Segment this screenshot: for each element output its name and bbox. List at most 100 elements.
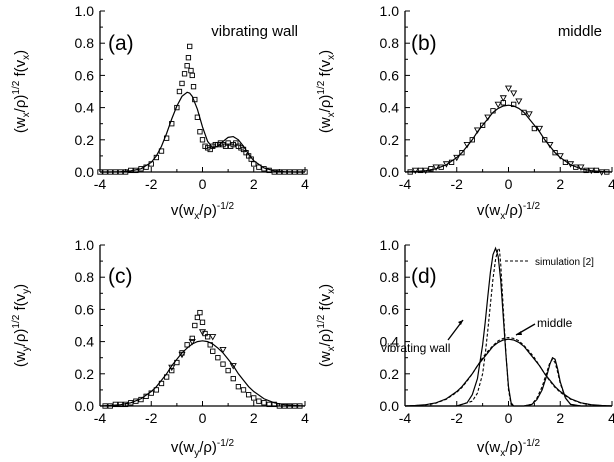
arrow-head (458, 320, 463, 325)
data-point-square (276, 169, 283, 175)
annotation-vibrating-wall: vibrating wall (381, 341, 450, 355)
data-point-square (297, 403, 303, 409)
data-point-square (102, 403, 108, 409)
data-point-square (148, 161, 154, 167)
data-point-square (276, 403, 283, 409)
x-tick-label: 2 (250, 410, 258, 426)
data-point-square (174, 104, 180, 111)
data-point-square (138, 396, 144, 403)
x-tick-label: 0 (505, 410, 513, 426)
data-point-square (153, 154, 160, 161)
data-point-square (438, 164, 444, 170)
y-tick-label: 0.8 (75, 35, 95, 51)
data-point-square (179, 80, 185, 87)
data-point-triangle (442, 161, 450, 168)
y-axis-title: (wy/ρ)1/2 f(vy) (11, 284, 32, 367)
data-point-triangle (515, 98, 523, 105)
x-tick-label: -2 (451, 176, 464, 192)
data-point-square (417, 167, 424, 174)
data-point-square (184, 63, 190, 69)
data-point-square (189, 335, 195, 342)
y-tick-label: 1.0 (75, 3, 95, 19)
data-point-square (133, 398, 139, 404)
data-point-triangle (525, 111, 533, 118)
y-tick-label: 0.0 (75, 398, 95, 414)
arrow-head (516, 331, 522, 335)
data-point-square (240, 387, 247, 393)
data-point-square (197, 309, 203, 316)
y-tick-label: 1.0 (380, 3, 400, 19)
data-point-square (169, 367, 175, 374)
data-point-triangle (546, 141, 554, 149)
x-tick-label: 0 (505, 176, 513, 192)
data-point-square (169, 121, 175, 127)
data-point-square (97, 169, 103, 175)
y-axis-title: (wx/ρ)1/2 f(vx) (316, 284, 337, 367)
data-point-triangle (499, 95, 507, 102)
data-point-square (583, 167, 589, 174)
x-tick-label: -2 (145, 410, 158, 426)
x-axis-title: v(wx/ρ)-1/2 (171, 201, 235, 222)
data-point-triangle (168, 364, 176, 372)
data-point-triangle (453, 154, 461, 162)
data-point-square (138, 166, 144, 172)
y-tick-label: 0.0 (380, 164, 400, 180)
data-point-square (176, 88, 183, 95)
panel-c: -4 -2 0 2 4 0.0 0.2 0.4 0.6 0.8 1.0 (wy/ρ)1/2 f(vy)… (11, 237, 309, 459)
data-point-triangle (209, 334, 217, 341)
data-point-square (128, 400, 134, 406)
data-point-square (143, 164, 149, 170)
data-point-square (199, 319, 206, 325)
data-point-square (256, 164, 262, 170)
simulation-curve (405, 246, 612, 407)
annotation-middle: middle (537, 316, 573, 330)
y-tick-label: 0.6 (380, 67, 400, 83)
fit-curve (99, 340, 306, 407)
data-point-square (187, 43, 193, 50)
data-point-triangle (219, 347, 227, 354)
x-axis-title: v(wx/ρ)-1/2 (477, 201, 541, 222)
x-tick-label: -4 (94, 410, 107, 426)
x-tick-label: 2 (556, 176, 564, 192)
x-tick-label: 0 (199, 410, 207, 426)
y-tick-label: 0.2 (75, 132, 95, 148)
data-point-triangle (484, 114, 492, 121)
data-point-square (112, 401, 119, 408)
x-tick-label: 4 (301, 176, 309, 192)
data-point-square (181, 71, 188, 77)
data-point-square (552, 150, 558, 156)
data-point-triangle (432, 164, 440, 171)
data-point-square (407, 169, 413, 175)
y-tick-label: 0.8 (75, 269, 95, 285)
y-tick-label: 1.0 (75, 237, 95, 253)
data-point-square (459, 150, 465, 156)
data-point-triangle (598, 169, 606, 176)
data-point-square (215, 355, 221, 361)
y-tick-label: 0.4 (75, 334, 95, 350)
data-point-square (490, 108, 496, 114)
y-axis-title: (wx/ρ)1/2 f(vx) (316, 50, 337, 133)
data-point-square (163, 135, 170, 141)
x-tick-label: -4 (399, 176, 412, 192)
data-point-square (261, 166, 267, 172)
data-point-square (261, 400, 267, 406)
x-tick-label: 2 (250, 176, 258, 192)
data-point-square (281, 403, 288, 409)
data-point-square (292, 169, 298, 175)
data-point-square (266, 401, 272, 408)
panel-letter: (c) (108, 265, 133, 288)
data-point-square (210, 348, 216, 354)
data-point-triangle (535, 125, 544, 133)
y-tick-label: 0.4 (380, 100, 400, 116)
data-point-square (128, 167, 134, 174)
y-axis-title: (wx/ρ)1/2 f(vx) (11, 50, 32, 133)
y-tick-label: 0.4 (75, 100, 95, 116)
y-tick-label: 0.2 (380, 366, 400, 382)
data-point-square (117, 169, 124, 175)
data-point-triangle (422, 167, 430, 175)
y-tick-label: 0.8 (380, 269, 400, 285)
data-point-square (190, 84, 197, 90)
data-point-square (479, 122, 486, 128)
panel-letter: (b) (411, 32, 437, 55)
data-point-square (174, 359, 180, 366)
